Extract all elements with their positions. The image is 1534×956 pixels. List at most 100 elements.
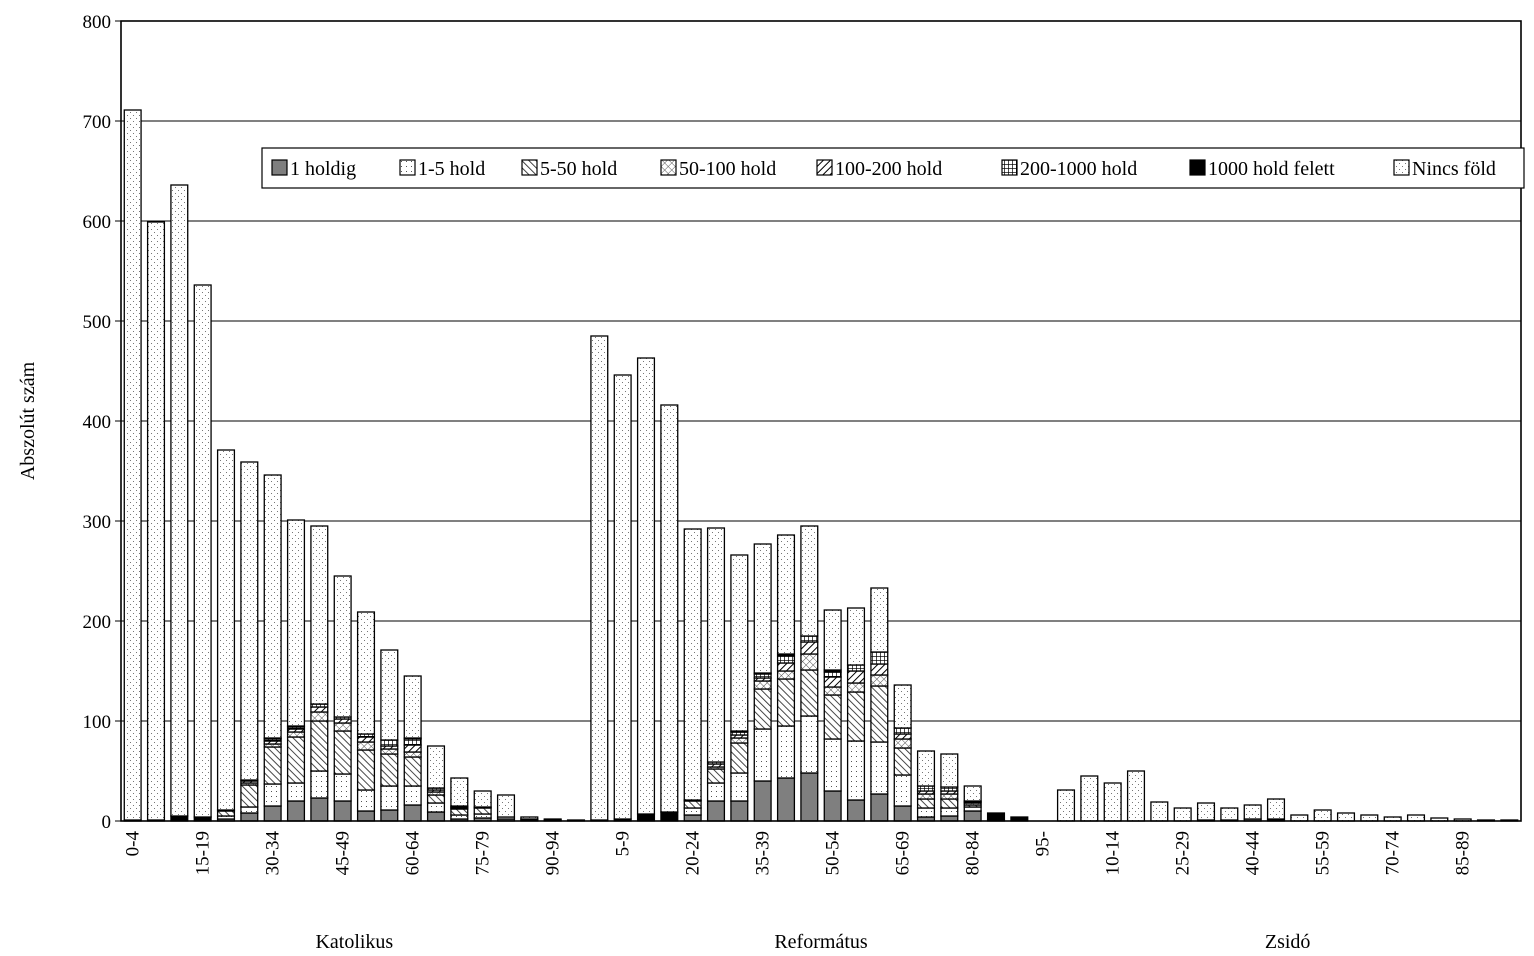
bar-segment [636, 813, 656, 822]
bar-segment [730, 554, 749, 732]
bar-segment [286, 519, 306, 727]
bar-segment [356, 741, 376, 751]
x-tick-label: 85-89 [1453, 831, 1474, 875]
bar-segment [263, 783, 282, 807]
bar-segment [426, 811, 446, 822]
bar-segment [380, 753, 399, 787]
bar-segment [800, 635, 819, 643]
bar-segment [216, 810, 236, 817]
bar-segment [846, 691, 866, 742]
bar-segment [1103, 782, 1122, 822]
bar-segment [706, 800, 726, 822]
x-tick-label: 70-74 [1383, 831, 1404, 876]
bar-segment [753, 543, 772, 674]
legend-label: 1 holdig [290, 158, 356, 180]
bar-segment [403, 744, 422, 753]
bar-segment [356, 611, 376, 735]
bar-segment [683, 528, 702, 801]
bar-segment [1150, 801, 1169, 822]
bar-segment [450, 808, 469, 816]
bar-segment [706, 527, 726, 763]
bar-segment [706, 768, 726, 784]
x-tick-label: 55-59 [1313, 831, 1334, 875]
x-tick-label: 20-24 [683, 831, 704, 876]
bar-segment [543, 818, 562, 821]
bar-segment [426, 794, 446, 804]
bar-segment [823, 671, 842, 678]
bar-segment [800, 653, 819, 671]
bars [123, 109, 1519, 822]
bar-segment [823, 790, 842, 822]
bar-segment [776, 670, 796, 680]
bar-segment [730, 800, 749, 822]
bar-segment [310, 720, 329, 772]
group-label: Zsidó [1265, 931, 1311, 953]
legend-swatch [1189, 159, 1206, 176]
x-tick-label: 5-9 [613, 831, 634, 856]
bar-segment [753, 780, 772, 822]
bar-segment [963, 810, 982, 822]
x-tick-label: 95- [1033, 831, 1054, 856]
bar-segment [356, 810, 376, 822]
bar-segment [916, 807, 936, 818]
bar-segment [240, 812, 259, 822]
legend-swatch [399, 159, 416, 176]
bar-segment [380, 809, 399, 822]
bar-segment [473, 807, 492, 815]
bar-segment [940, 798, 959, 809]
bar-segment [496, 794, 516, 818]
bar-segment [333, 575, 352, 718]
bar-segment [706, 782, 726, 802]
bar-segment [193, 284, 212, 818]
bar-segment [940, 753, 959, 788]
bar-segment [893, 727, 912, 735]
legend-swatch [271, 159, 288, 176]
bar-segment [1126, 770, 1146, 822]
x-tick-label: 75-79 [473, 831, 494, 875]
bar-segment [823, 686, 842, 696]
bar-segment [310, 525, 329, 705]
bar-segment [823, 609, 842, 671]
bar-segment [730, 737, 749, 744]
bar-segment [893, 747, 912, 776]
bar-segment [380, 785, 399, 811]
gridlines [121, 20, 1521, 722]
bar-segment [870, 685, 889, 743]
group-label: Református [774, 931, 868, 953]
bar-segment [310, 711, 329, 722]
bar-segment [846, 682, 866, 693]
bar-segment [333, 800, 352, 822]
x-tick-label: 35-39 [753, 831, 774, 875]
bar-segment [1080, 775, 1099, 822]
bar-segment [940, 807, 959, 817]
bar-segment [520, 816, 539, 820]
bar-segment [753, 728, 772, 782]
legend-swatch [1393, 159, 1410, 176]
bar-segment [403, 751, 422, 758]
bar-segment [846, 607, 866, 666]
legend-swatch [816, 159, 833, 176]
bar-segment [683, 814, 702, 822]
legend-label: 100-200 hold [835, 158, 942, 180]
bar-segment [800, 715, 819, 774]
bar-segment [916, 798, 936, 809]
x-tick-label: 50-54 [823, 831, 844, 876]
bar-segment [1266, 798, 1286, 820]
bar-segment [590, 335, 609, 821]
bar-segment [356, 749, 376, 791]
bar-segment [636, 357, 656, 815]
bar-segment [870, 674, 889, 687]
bar-segment [823, 676, 842, 688]
y-tick-label: 200 [83, 612, 112, 633]
bar-segment [660, 404, 679, 813]
x-tick-label: 30-34 [263, 831, 284, 876]
bar-segment [380, 649, 399, 741]
bar-segment [893, 774, 912, 807]
bar-segment [916, 785, 936, 792]
bar-segment [1336, 812, 1356, 822]
x-tick-label: 60-64 [403, 831, 424, 876]
bar-segment [170, 184, 189, 817]
bar-segment [356, 736, 376, 743]
bar-segment [123, 109, 142, 821]
